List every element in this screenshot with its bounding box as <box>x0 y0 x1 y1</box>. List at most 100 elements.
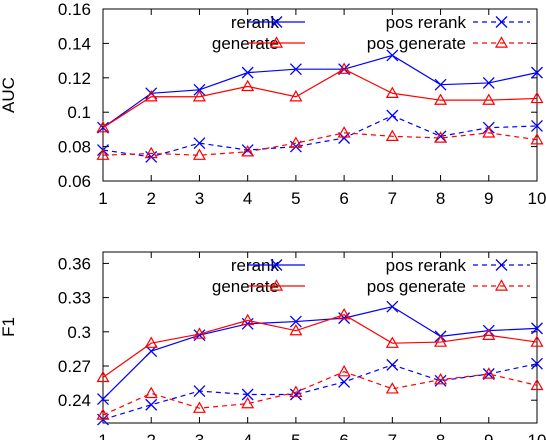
data-point <box>531 66 543 79</box>
y-tick-label: 0.3 <box>67 323 91 342</box>
data-point <box>144 386 158 399</box>
y-axis-label: F1 <box>0 317 18 337</box>
legend-marker <box>495 16 508 28</box>
x-tick-label: 10 <box>528 189 546 208</box>
data-point <box>530 91 544 104</box>
data-point <box>193 385 206 398</box>
data-point <box>482 93 496 105</box>
series-line <box>102 371 538 416</box>
legend-marker <box>494 279 509 291</box>
legend-entry: generate <box>212 34 305 53</box>
data-point <box>193 137 206 150</box>
data-point <box>97 393 109 406</box>
data-point <box>434 335 448 347</box>
x-tick-label: 8 <box>436 189 445 208</box>
x-tick-label: 5 <box>291 431 300 440</box>
legend-marker <box>494 36 509 48</box>
data-point <box>338 376 351 388</box>
legend-entry: pos generate <box>367 277 530 296</box>
data-point <box>241 145 255 157</box>
data-point <box>289 388 302 401</box>
data-point <box>434 374 447 387</box>
y-tick-label: 0.33 <box>58 289 91 308</box>
x-tick-label: 6 <box>339 431 348 440</box>
x-tick-label: 10 <box>528 431 546 440</box>
series-pos-generate <box>96 364 544 420</box>
legend-entry: rerank <box>231 256 305 275</box>
data-point <box>337 364 351 377</box>
data-point <box>193 83 206 96</box>
data-point <box>530 378 544 391</box>
data-point <box>385 129 399 142</box>
data-point <box>289 90 303 102</box>
series-pos-rerank <box>97 357 543 426</box>
data-point <box>337 62 351 74</box>
x-tick-label: 5 <box>291 189 300 208</box>
x-tick-label: 2 <box>146 431 155 440</box>
series-generate <box>96 62 544 133</box>
y-axis-label: AUC <box>0 77 18 113</box>
x-tick-label: 3 <box>195 431 204 440</box>
data-point <box>241 79 255 92</box>
data-point <box>434 78 447 91</box>
data-point <box>192 90 206 102</box>
data-point <box>386 49 399 62</box>
y-tick-label: 0.24 <box>58 391 91 410</box>
data-point <box>434 93 448 105</box>
legend-marker <box>270 16 283 28</box>
data-point <box>96 148 110 160</box>
data-point <box>96 120 110 133</box>
data-point <box>386 300 399 313</box>
data-point <box>386 358 399 371</box>
plot-frame <box>102 8 538 182</box>
series-line <box>102 132 538 156</box>
data-point <box>241 313 255 326</box>
series-rerank <box>97 300 543 406</box>
data-point <box>144 336 158 348</box>
data-point <box>531 357 543 370</box>
data-point <box>482 367 496 379</box>
series-line <box>102 68 538 129</box>
data-point <box>289 323 303 336</box>
data-point <box>482 77 495 89</box>
y-tick-label: 0.16 <box>58 0 91 19</box>
data-point <box>96 370 110 383</box>
data-point <box>193 329 206 342</box>
data-point <box>289 136 303 148</box>
data-point <box>434 131 448 143</box>
x-tick-label: 1 <box>98 431 107 440</box>
legend-marker <box>270 259 283 271</box>
chart-panel-1: 0.06 0.08 0.1 0.12 0.14 0.16 1 2 3 4 5 6 7 8 9 10 AUC rer… <box>0 0 546 208</box>
x-tick-label: 4 <box>243 431 252 440</box>
y-tick-label: 0.14 <box>58 34 91 53</box>
x-tick-label: 9 <box>484 189 493 208</box>
legend-label: pos generate <box>367 34 466 53</box>
data-point <box>241 66 254 79</box>
x-tick-label: 7 <box>388 431 397 440</box>
data-point <box>434 372 448 385</box>
data-point <box>289 63 302 76</box>
y-tick-label: 0.1 <box>67 103 91 122</box>
data-point <box>145 398 158 411</box>
y-tick-label: 0.12 <box>58 69 91 88</box>
data-point <box>289 315 302 328</box>
data-point <box>192 148 206 160</box>
data-point <box>531 120 543 132</box>
data-point <box>144 90 158 102</box>
data-point <box>144 146 158 159</box>
data-point <box>385 336 399 348</box>
x-tick-label: 6 <box>339 189 348 208</box>
data-point <box>96 408 110 420</box>
chart-panel-2: 0.24 0.27 0.3 0.33 0.36 1 2 3 4 5 6 7 8 9 10 F1 rerank ge… <box>0 251 546 445</box>
y-tick-label: 0.36 <box>58 254 91 273</box>
data-point <box>530 133 544 145</box>
data-point <box>482 328 496 340</box>
series-line <box>102 54 538 129</box>
series-pos-rerank <box>97 109 543 163</box>
legend-entry: generate <box>212 277 305 296</box>
series-line <box>102 114 538 158</box>
legend-label: pos generate <box>367 277 466 296</box>
x-tick-label: 1 <box>98 189 107 208</box>
y-tick-label: 0.08 <box>58 138 91 157</box>
